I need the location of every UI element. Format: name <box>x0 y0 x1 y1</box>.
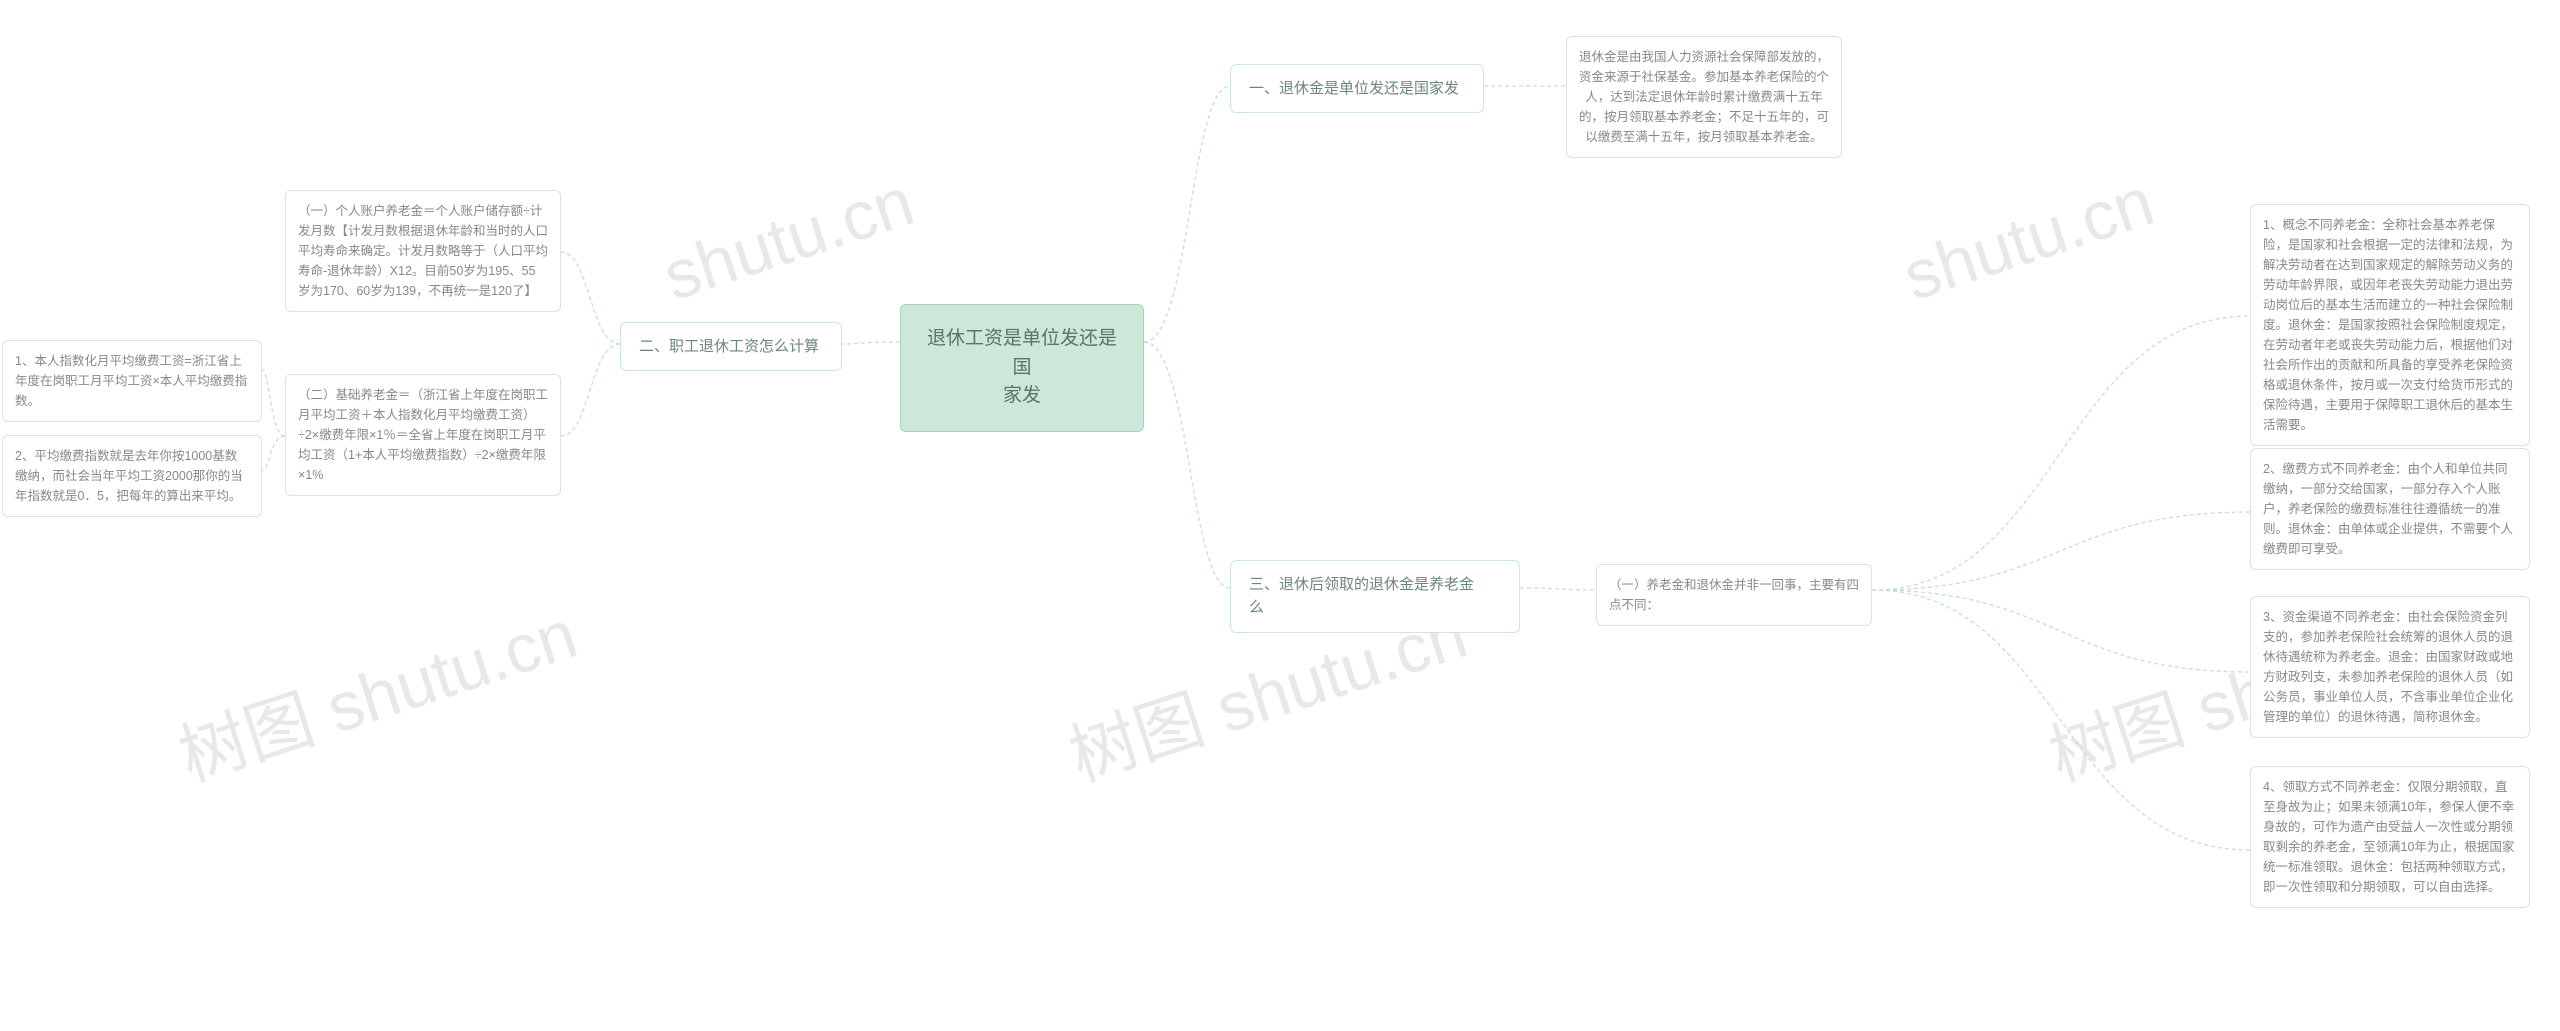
leaf-b3-2: 2、缴费方式不同养老金：由个人和单位共同缴纳，一部分交给国家，一部分存入个人账户… <box>2250 448 2530 570</box>
branch-1: 一、退休金是单位发还是国家发 <box>1230 64 1484 113</box>
connector <box>561 252 620 344</box>
leaf-b3-1: 1、概念不同养老金：全称社会基本养老保险，是国家和社会根据一定的法律和法规，为解… <box>2250 204 2530 446</box>
connector <box>1872 590 2250 850</box>
connector <box>1144 342 1230 588</box>
connector <box>1144 86 1230 342</box>
connector <box>262 370 285 436</box>
leaf-b3-header: （一）养老金和退休金并非一回事，主要有四点不同： <box>1596 564 1872 626</box>
connector <box>1872 512 2250 590</box>
connectors-layer <box>0 0 2560 1031</box>
connector <box>1872 316 2250 590</box>
leaf-b2-b-1: 1、本人指数化月平均缴费工资=浙江省上年度在岗职工月平均工资×本人平均缴费指数。 <box>2 340 262 422</box>
watermark: shutu.cn <box>1894 162 2163 316</box>
leaf-b2-b-2: 2、平均缴费指数就是去年你按1000基数缴纳，而社会当年平均工资2000那你的当… <box>2 435 262 517</box>
leaf-b1-desc: 退休金是由我国人力资源社会保障部发放的，资金来源于社保基金。参加基本养老保险的个… <box>1566 36 1842 158</box>
branch-3-line-2: 么 <box>1249 599 1264 616</box>
watermark: shutu.cn <box>654 162 923 316</box>
center-node: 退休工资是单位发还是国 家发 <box>900 304 1144 432</box>
branch-3-line-1: 三、退休后领取的退休金是养老金 <box>1249 576 1474 593</box>
leaf-b3-3: 3、资金渠道不同养老金：由社会保险资金列支的，参加养老保险社会统筹的退休人员的退… <box>2250 596 2530 738</box>
center-line-2: 家发 <box>1003 385 1041 406</box>
connector <box>1872 590 2250 672</box>
center-line-1: 退休工资是单位发还是国 <box>927 328 1117 378</box>
leaf-b2-b: （二）基础养老金＝（浙江省上年度在岗职工月平均工资＋本人指数化月平均缴费工资）÷… <box>285 374 561 496</box>
leaf-b2-a: （一）个人账户养老金＝个人账户储存额÷计发月数【计发月数根据退休年龄和当时的人口… <box>285 190 561 312</box>
leaf-b3-4: 4、领取方式不同养老金：仅限分期领取，直至身故为止；如果未领满10年，参保人便不… <box>2250 766 2530 908</box>
branch-2-label: 二、职工退休工资怎么计算 <box>639 338 819 355</box>
connector <box>262 436 285 470</box>
watermark: 树图 shutu.cn <box>165 579 587 800</box>
branch-3: 三、退休后领取的退休金是养老金 么 <box>1230 560 1520 633</box>
connector <box>1520 588 1596 590</box>
connector <box>561 344 620 436</box>
branch-2: 二、职工退休工资怎么计算 <box>620 322 842 371</box>
branch-1-label: 一、退休金是单位发还是国家发 <box>1249 80 1459 97</box>
connector <box>842 342 900 344</box>
